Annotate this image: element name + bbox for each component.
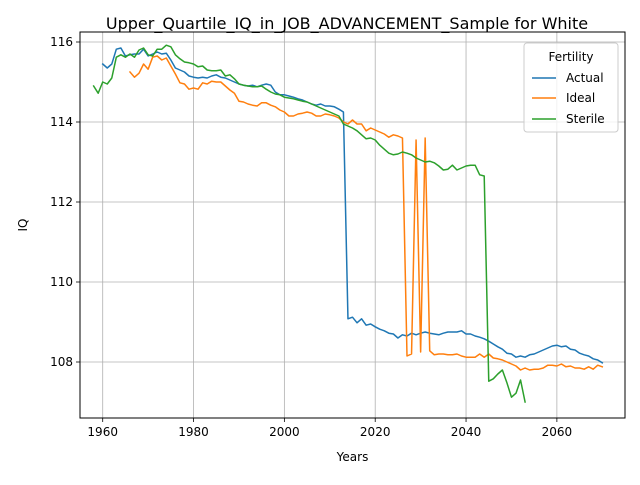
legend-box [523,42,619,133]
y-tick-label: 110 [50,275,73,289]
y-tick-label: 108 [50,355,73,369]
x-tick-label: 2040 [451,425,482,439]
y-tick-label: 114 [50,115,73,129]
y-tick-label: 112 [50,195,73,209]
legend-title: Fertility [548,50,593,64]
x-tick-label: 2020 [360,425,391,439]
x-tick-label: 2060 [542,425,573,439]
axis-ticks: 1960 1980 2000 2020 2040 2060 108 110 112 114 116 [50,35,572,439]
x-axis-label: Years [336,450,369,464]
series-line-sterile [92,44,526,403]
chart-title: Upper_Quartile_IQ_in_JOB_ADVANCEMENT_Sam… [106,14,588,34]
legend-label-sterile: Sterile [566,112,605,126]
legend-label-ideal: Ideal [566,91,595,105]
legend: Fertility Actual Ideal Sterile [523,42,619,133]
y-axis-label: IQ [16,219,30,232]
plot-frame [79,31,626,419]
y-tick-label: 116 [50,35,73,49]
series-line-ideal [128,55,604,371]
legend-label-actual: Actual [566,71,604,85]
series-lines [92,44,604,403]
x-tick-label: 1960 [87,425,118,439]
x-tick-label: 2000 [269,425,300,439]
series-line-actual [101,47,604,364]
x-tick-label: 1980 [178,425,209,439]
